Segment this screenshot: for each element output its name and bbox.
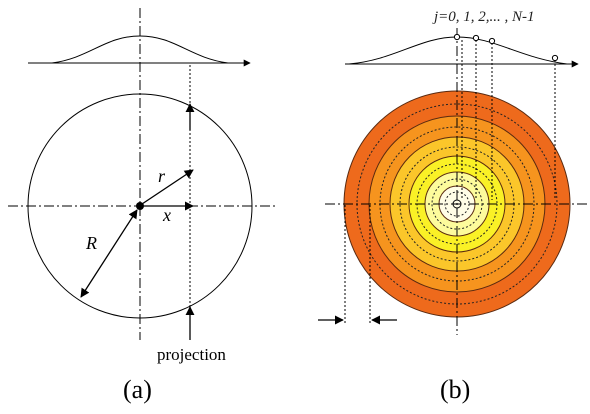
cross-section-circle xyxy=(27,93,253,319)
R-arrow xyxy=(80,209,138,298)
label-projection: projection xyxy=(157,345,226,364)
sample-point-last xyxy=(551,54,559,62)
label-r: r xyxy=(158,166,166,186)
label-x: x xyxy=(162,205,171,225)
sample-point-1 xyxy=(472,34,480,42)
profile-curve-b xyxy=(348,36,568,65)
sample-point-2 xyxy=(488,37,496,45)
profile-curve-a xyxy=(51,35,229,64)
sample-point-0 xyxy=(453,33,461,41)
panel-b: j=0, 1, 2,... , N-1 (b) xyxy=(318,9,590,404)
caption-a: (a) xyxy=(123,375,152,404)
panel-a: r x R projection (a) xyxy=(8,8,275,404)
caption-b: (b) xyxy=(440,375,470,404)
index-label: j=0, 1, 2,... , N-1 xyxy=(432,9,535,25)
r-arrow xyxy=(141,169,194,205)
center-marker-b xyxy=(452,199,462,209)
label-R: R xyxy=(85,233,97,253)
